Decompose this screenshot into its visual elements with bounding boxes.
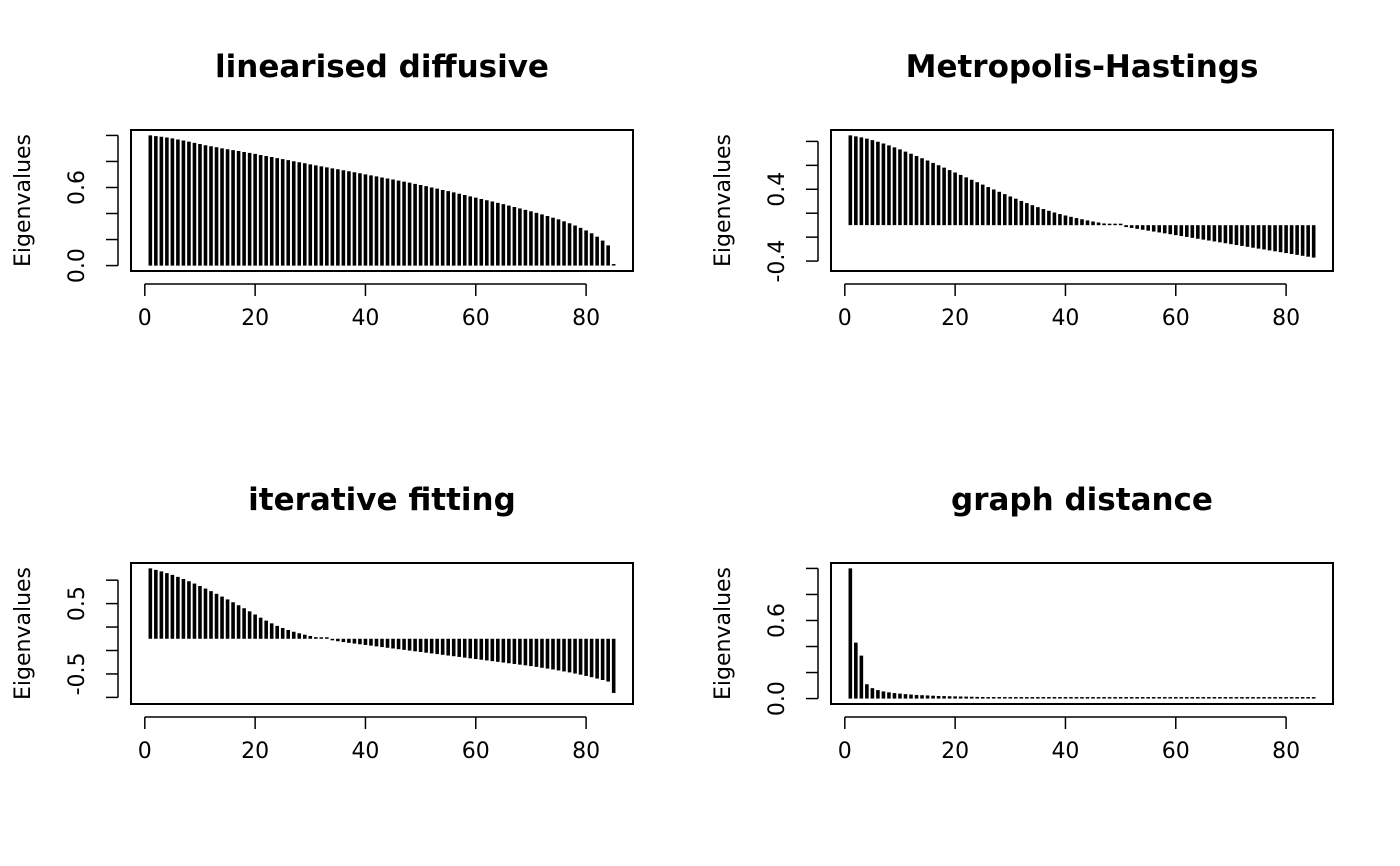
y-tick-label: -0.5: [65, 652, 90, 695]
panel-title: graph distance: [951, 482, 1213, 518]
y-tick-label: 0.5: [65, 586, 90, 621]
panel-title: iterative fitting: [248, 482, 516, 518]
x-tick-label: 80: [1272, 306, 1300, 331]
x-tick-label: 80: [1272, 739, 1300, 764]
panel-graph-distance: graph distance Eigenvalues 0 20 40 60 80 0.0 0…: [711, 482, 1334, 764]
x-tick-label: 40: [351, 739, 379, 764]
x-tick-label: 80: [572, 739, 600, 764]
x-tick-label: 40: [1051, 306, 1079, 331]
panel-title: linearised diffusive: [215, 49, 549, 85]
y-axis-label: Eigenvalues: [711, 567, 736, 700]
y-tick-label: 0.0: [65, 248, 90, 283]
panel-iterative-fitting: iterative fitting Eigenvalues 0 20 40 60 80 -…: [11, 482, 634, 764]
x-tick-label: 20: [241, 306, 269, 331]
y-tick-label: 0.6: [65, 170, 90, 205]
x-tick-label: 0: [138, 306, 152, 331]
x-tick-label: 60: [462, 306, 490, 331]
x-tick-label: 80: [572, 306, 600, 331]
plot-frame: [830, 562, 1334, 705]
x-tick-label: 20: [941, 306, 969, 331]
x-tick-label: 60: [462, 739, 490, 764]
plot-frame: [130, 129, 634, 272]
y-axis-label: Eigenvalues: [11, 134, 36, 267]
y-axis-label: Eigenvalues: [711, 134, 736, 267]
y-tick-label: 0.4: [765, 172, 790, 207]
y-tick-label: 0.6: [765, 603, 790, 638]
x-tick-label: 40: [1051, 739, 1079, 764]
x-tick-label: 60: [1162, 306, 1190, 331]
panel-linearised-diffusive: linearised diffusive Eigenvalues 0 20 40 60…: [11, 49, 634, 331]
x-tick-label: 20: [241, 739, 269, 764]
x-tick-label: 0: [138, 739, 152, 764]
x-tick-label: 20: [941, 739, 969, 764]
x-tick-label: 60: [1162, 739, 1190, 764]
y-tick-label: 0.0: [765, 681, 790, 716]
y-tick-label: -0.4: [765, 240, 790, 283]
x-tick-label: 0: [838, 306, 852, 331]
panel-title: Metropolis-Hastings: [906, 49, 1259, 85]
plot-frame: [130, 562, 634, 705]
panel-metropolis-hastings: Metropolis-Hastings Eigenvalues 0 20 40 60 8…: [711, 49, 1334, 331]
plot-frame: [830, 129, 1334, 272]
y-axis-label: Eigenvalues: [11, 567, 36, 700]
x-tick-label: 40: [351, 306, 379, 331]
x-tick-label: 0: [838, 739, 852, 764]
